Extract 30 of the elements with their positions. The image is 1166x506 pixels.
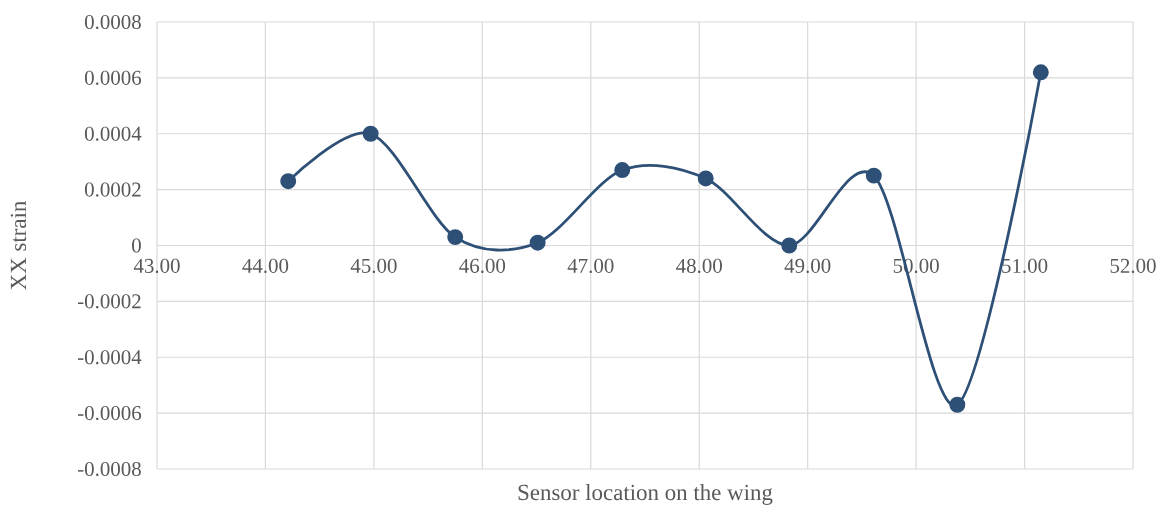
y-tick-label: 0.0002 bbox=[84, 182, 141, 197]
point bbox=[1032, 64, 1049, 81]
y-tick-label: 0.0008 bbox=[84, 14, 141, 30]
y-axis-title: XX strain bbox=[10, 201, 27, 290]
x-tick-label: 48.00 bbox=[676, 258, 722, 273]
x-tick-label: 43.00 bbox=[133, 258, 180, 273]
y-tick-label: -0.0006 bbox=[77, 406, 142, 421]
point bbox=[362, 125, 379, 142]
x-tick-label: 49.00 bbox=[784, 258, 831, 273]
x-tick-label: 46.00 bbox=[459, 258, 506, 273]
x-tick-label: 52.00 bbox=[1110, 258, 1156, 273]
y-tick-label: -0.0002 bbox=[77, 294, 141, 309]
x-tick-label: 51.00 bbox=[1002, 258, 1048, 273]
x-tick-label: 47.00 bbox=[567, 258, 614, 273]
point bbox=[865, 167, 882, 184]
x-tick-label: 44.00 bbox=[242, 258, 289, 273]
y-tick-label: -0.0008 bbox=[77, 461, 141, 477]
y-tick-label: 0 bbox=[132, 238, 141, 253]
point bbox=[781, 237, 798, 254]
point bbox=[529, 234, 546, 251]
point bbox=[949, 396, 966, 413]
x-tick-label: 45.00 bbox=[350, 258, 397, 273]
x-axis-title: Sensor location on the wing bbox=[518, 484, 773, 505]
point bbox=[614, 162, 631, 179]
y-tick-label: 0.0004 bbox=[84, 126, 142, 141]
y-tick-label: -0.0004 bbox=[77, 350, 142, 365]
point bbox=[280, 173, 297, 190]
y-tick-label: 0.0006 bbox=[84, 70, 142, 85]
point bbox=[447, 229, 464, 246]
point bbox=[697, 170, 714, 187]
